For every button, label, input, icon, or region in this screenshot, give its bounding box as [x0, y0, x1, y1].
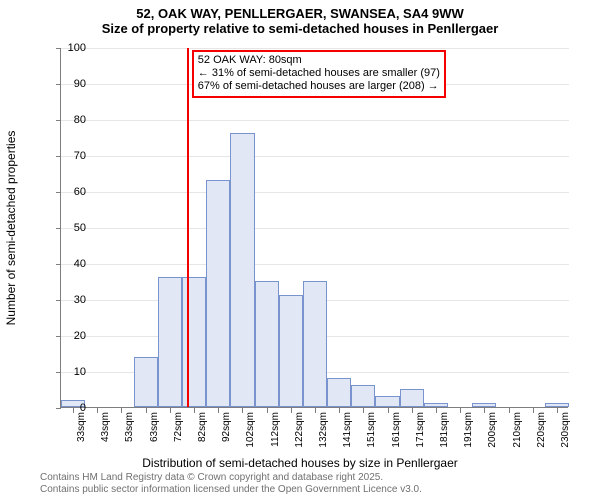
plot-region: 33sqm43sqm53sqm63sqm72sqm82sqm92sqm102sq… — [60, 48, 568, 408]
xtick-label: 161sqm — [391, 412, 402, 448]
gridline-h — [61, 264, 569, 265]
histogram-bar — [303, 281, 327, 407]
xtick-mark — [363, 408, 364, 413]
xtick-mark — [194, 408, 195, 413]
ytick-label: 50 — [46, 222, 86, 234]
histogram-bar — [472, 403, 496, 407]
xtick-label: 102sqm — [245, 412, 256, 448]
xtick-label: 220sqm — [536, 412, 547, 448]
xtick-label: 141sqm — [342, 412, 353, 448]
xtick-mark — [484, 408, 485, 413]
xtick-label: 92sqm — [221, 412, 232, 442]
ytick-label: 90 — [46, 78, 86, 90]
xtick-mark — [146, 408, 147, 413]
ytick-label: 80 — [46, 114, 86, 126]
footer-line1: Contains HM Land Registry data © Crown c… — [40, 472, 422, 484]
xtick-mark — [412, 408, 413, 413]
histogram-bar — [327, 378, 351, 407]
ytick-label: 100 — [46, 42, 86, 54]
xtick-mark — [97, 408, 98, 413]
ytick-label: 60 — [46, 186, 86, 198]
gridline-h — [61, 228, 569, 229]
x-axis-label: Distribution of semi-detached houses by … — [0, 456, 600, 470]
xtick-mark — [460, 408, 461, 413]
xtick-label: 200sqm — [487, 412, 498, 448]
annotation-line2: ← 31% of semi-detached houses are smalle… — [198, 67, 440, 80]
xtick-mark — [388, 408, 389, 413]
xtick-mark — [121, 408, 122, 413]
y-axis-label: Number of semi-detached properties — [4, 131, 18, 326]
chart-title-line1: 52, OAK WAY, PENLLERGAER, SWANSEA, SA4 9… — [0, 6, 600, 21]
histogram-bar — [424, 403, 448, 407]
histogram-bar — [545, 403, 569, 407]
xtick-mark — [315, 408, 316, 413]
histogram-bar — [279, 295, 303, 407]
xtick-label: 53sqm — [124, 412, 135, 442]
xtick-label: 181sqm — [439, 412, 450, 448]
xtick-mark — [533, 408, 534, 413]
histogram-bar — [400, 389, 424, 407]
xtick-mark — [267, 408, 268, 413]
xtick-mark — [242, 408, 243, 413]
histogram-bar — [375, 396, 399, 407]
xtick-mark — [509, 408, 510, 413]
xtick-label: 230sqm — [560, 412, 571, 448]
xtick-label: 210sqm — [512, 412, 523, 448]
histogram-bar — [255, 281, 279, 407]
xtick-mark — [170, 408, 171, 413]
gridline-h — [61, 120, 569, 121]
annotation-line3: 67% of semi-detached houses are larger (… — [198, 80, 440, 93]
xtick-mark — [291, 408, 292, 413]
histogram-bar — [351, 385, 375, 407]
ytick-label: 10 — [46, 366, 86, 378]
ytick-label: 70 — [46, 150, 86, 162]
xtick-label: 151sqm — [366, 412, 377, 448]
footer-line2: Contains public sector information licen… — [40, 484, 422, 496]
gridline-h — [61, 156, 569, 157]
histogram-bar — [158, 277, 182, 407]
xtick-label: 171sqm — [415, 412, 426, 448]
chart-title-block: 52, OAK WAY, PENLLERGAER, SWANSEA, SA4 9… — [0, 0, 600, 36]
gridline-h — [61, 192, 569, 193]
xtick-label: 82sqm — [197, 412, 208, 442]
xtick-label: 132sqm — [318, 412, 329, 448]
marker-line — [187, 48, 189, 407]
xtick-label: 43sqm — [100, 412, 111, 442]
histogram-bar — [134, 357, 158, 407]
xtick-label: 63sqm — [149, 412, 160, 442]
ytick-label: 0 — [46, 402, 86, 414]
xtick-label: 112sqm — [270, 412, 281, 447]
chart-title-line2: Size of property relative to semi-detach… — [0, 21, 600, 36]
annotation-line1: 52 OAK WAY: 80sqm — [198, 54, 440, 67]
xtick-label: 33sqm — [76, 412, 87, 442]
footer-attribution: Contains HM Land Registry data © Crown c… — [40, 472, 422, 496]
histogram-bar — [230, 133, 254, 407]
histogram-bar — [206, 180, 230, 407]
ytick-label: 20 — [46, 330, 86, 342]
xtick-mark — [218, 408, 219, 413]
ytick-label: 40 — [46, 258, 86, 270]
xtick-mark — [557, 408, 558, 413]
xtick-mark — [436, 408, 437, 413]
gridline-h — [61, 48, 569, 49]
histogram-bar — [182, 277, 206, 407]
xtick-label: 122sqm — [294, 412, 305, 448]
chart-area: 33sqm43sqm53sqm63sqm72sqm82sqm92sqm102sq… — [60, 48, 568, 408]
xtick-label: 72sqm — [173, 412, 184, 442]
xtick-mark — [339, 408, 340, 413]
xtick-label: 191sqm — [463, 412, 474, 448]
ytick-label: 30 — [46, 294, 86, 306]
annotation-box: 52 OAK WAY: 80sqm ← 31% of semi-detached… — [192, 50, 446, 98]
